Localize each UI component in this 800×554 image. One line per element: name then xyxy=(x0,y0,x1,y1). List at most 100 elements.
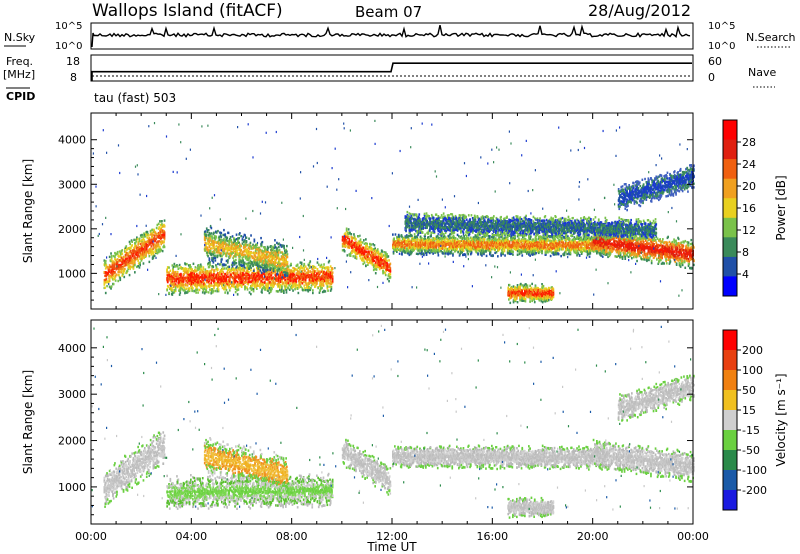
echo-cell xyxy=(103,259,106,262)
echo-cell xyxy=(122,267,124,270)
echo-cell xyxy=(447,239,450,242)
echo-cell xyxy=(141,242,144,246)
echo-cell xyxy=(104,291,107,295)
echo-cell xyxy=(351,237,354,240)
echo-cell xyxy=(107,268,110,271)
echo-cell xyxy=(260,236,262,240)
echo-cell xyxy=(202,272,205,275)
echo-cell xyxy=(248,278,250,281)
echo-cell xyxy=(250,273,253,276)
echo-cell xyxy=(266,287,269,291)
echo-cell xyxy=(215,273,218,276)
echo-cell xyxy=(163,231,166,234)
echo-cell xyxy=(156,243,159,246)
echo-cell xyxy=(182,283,185,287)
echo-cell xyxy=(279,280,282,283)
echo-cell xyxy=(120,271,123,274)
freq-panel: Freq. [MHz] 18 8 60 0 Nave CPID tau (fas… xyxy=(3,54,776,105)
echo-cell xyxy=(200,265,203,268)
echo-cell xyxy=(154,239,157,242)
echo-cell xyxy=(370,243,372,246)
echo-cell xyxy=(220,271,222,274)
echo-cell xyxy=(123,275,126,279)
echo-cell xyxy=(212,274,215,278)
echo-cell xyxy=(118,259,121,262)
echo-cell xyxy=(176,270,179,274)
echo-cell xyxy=(223,275,226,278)
echo-cell xyxy=(283,268,285,271)
echo-cell xyxy=(138,239,141,243)
echo-cell xyxy=(119,277,122,280)
echo-cell xyxy=(225,254,228,257)
echo-cell xyxy=(213,286,215,290)
echo-cell xyxy=(177,267,180,270)
echo-cell xyxy=(259,277,262,280)
echo-cell xyxy=(155,226,158,230)
echo-cell xyxy=(132,265,135,269)
echo-cell xyxy=(240,285,243,288)
echo-cell xyxy=(240,284,242,287)
echo-cell xyxy=(223,288,226,291)
echo-cell xyxy=(138,266,141,269)
echo-cell xyxy=(246,277,248,280)
echo-cell xyxy=(253,240,256,243)
freq-tick-bottom: 8 xyxy=(70,71,77,84)
echo-cell xyxy=(180,281,182,284)
echo-cell xyxy=(392,233,394,236)
echo-cell xyxy=(245,280,248,284)
echo-cell xyxy=(285,281,288,285)
echo-cell xyxy=(167,285,170,288)
echo-cell xyxy=(136,265,138,269)
echo-cell xyxy=(192,270,195,273)
echo-cell xyxy=(226,284,229,287)
echo-cell xyxy=(121,249,124,252)
echo-cell xyxy=(116,261,119,264)
echo-cell xyxy=(274,266,277,269)
echo-cell xyxy=(124,247,126,251)
echo-cell xyxy=(195,276,198,280)
echo-cell xyxy=(189,279,191,282)
echo-cell xyxy=(206,246,209,249)
echo-cell xyxy=(216,290,219,293)
echo-cell xyxy=(243,261,246,264)
echo-cell xyxy=(353,233,355,236)
echo-cell xyxy=(284,278,286,281)
echo-cell xyxy=(166,289,168,292)
cpid-label: CPID xyxy=(6,90,35,103)
echo-cell xyxy=(268,274,271,277)
echo-cell xyxy=(134,245,136,248)
echo-cell xyxy=(296,263,299,266)
echo-cell xyxy=(139,234,142,237)
echo-cell xyxy=(174,272,177,275)
echo-cell xyxy=(110,259,112,263)
echo-cell xyxy=(216,281,219,284)
echo-cell xyxy=(171,288,174,292)
echo-cell xyxy=(264,246,266,250)
echo-cell xyxy=(263,285,265,289)
echo-cell xyxy=(283,289,285,292)
echo-cell xyxy=(191,273,193,276)
echo-cell xyxy=(389,273,392,276)
echo-cell xyxy=(148,260,151,264)
echo-cell xyxy=(106,271,109,274)
echo-cell xyxy=(141,247,143,250)
echo-cell xyxy=(228,278,231,281)
echo-cell xyxy=(141,233,143,237)
echo-cell xyxy=(209,239,211,242)
echo-cell xyxy=(205,288,207,292)
echo-cell xyxy=(245,262,248,266)
echo-cell xyxy=(327,278,330,282)
echo-cell xyxy=(350,233,353,236)
echo-cell xyxy=(331,267,334,270)
echo-cell xyxy=(156,252,159,255)
echo-cell xyxy=(307,270,310,273)
echo-cell xyxy=(195,288,197,291)
echo-cell xyxy=(430,234,432,237)
echo-cell xyxy=(351,251,353,255)
echo-cell xyxy=(243,273,246,276)
freq-trace xyxy=(91,62,692,81)
echo-cell xyxy=(110,275,113,278)
echo-cell xyxy=(317,286,319,290)
echo-cell xyxy=(208,282,211,286)
echo-cell xyxy=(462,249,465,252)
